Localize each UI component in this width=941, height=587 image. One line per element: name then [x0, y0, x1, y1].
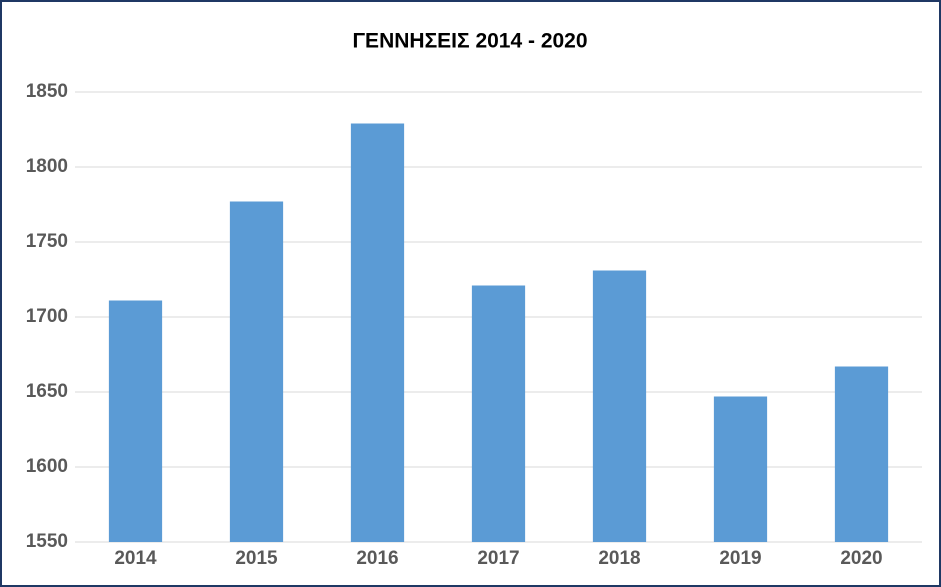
bar [834, 366, 889, 542]
x-tick-label: 2015 [235, 548, 278, 569]
x-tick-label: 2017 [477, 548, 519, 569]
x-tick-label: 2016 [356, 548, 398, 569]
chart-title: ΓΕΝΝΗΣΕΙΣ 2014 - 2020 [352, 30, 587, 53]
bar [229, 201, 284, 542]
x-tick-label: 2018 [598, 548, 640, 569]
bar [108, 300, 163, 542]
bar [592, 270, 647, 542]
y-tick-label: 1750 [26, 231, 68, 252]
x-tick-label: 2014 [114, 548, 157, 569]
y-tick-label: 1700 [26, 306, 68, 327]
y-tick-label: 1850 [26, 81, 68, 102]
y-tick-label: 1600 [26, 456, 68, 477]
bar [471, 285, 526, 542]
x-tick-label: 2019 [719, 548, 761, 569]
y-tick-label: 1800 [26, 156, 68, 177]
y-tick-label: 1550 [26, 531, 68, 552]
x-tick-label: 2020 [840, 548, 882, 569]
bar [350, 123, 405, 542]
y-tick-label: 1650 [26, 381, 68, 402]
bar [713, 396, 768, 542]
